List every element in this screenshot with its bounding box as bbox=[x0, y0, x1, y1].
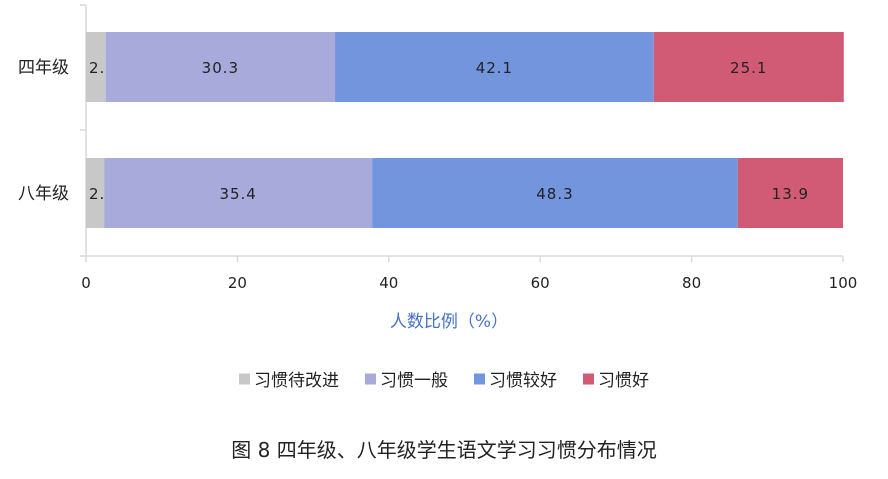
category-label: 四年级 bbox=[18, 58, 69, 78]
figure-caption: 图 8 四年级、八年级学生语文学习习惯分布情况 bbox=[231, 438, 657, 462]
data-label: 42.1 bbox=[476, 59, 513, 77]
x-tick-label: 100 bbox=[829, 274, 858, 292]
bar-segment bbox=[737, 158, 843, 228]
legend-label: 习惯待改进 bbox=[254, 371, 339, 391]
x-axis-ticks: 0 20 40 60 80 100 bbox=[81, 256, 857, 292]
x-axis-title: 人数比例（%） bbox=[390, 312, 508, 332]
x-tick-label: 20 bbox=[228, 274, 247, 292]
bar-segment bbox=[335, 32, 654, 102]
category-label: 八年级 bbox=[18, 184, 69, 204]
data-label: 13.9 bbox=[772, 185, 809, 203]
bar-segment bbox=[86, 158, 105, 228]
data-label: 48.3 bbox=[536, 185, 573, 203]
legend-swatch bbox=[474, 373, 485, 385]
bar-segment bbox=[86, 32, 106, 102]
legend-swatch bbox=[583, 373, 594, 385]
bar-segment bbox=[372, 158, 738, 228]
legend-swatch bbox=[239, 373, 250, 385]
bar-segment bbox=[104, 158, 373, 228]
legend-label: 习惯好 bbox=[598, 371, 649, 391]
legend-label: 习惯一般 bbox=[380, 371, 448, 391]
x-tick-label: 80 bbox=[682, 274, 701, 292]
legend-item: 习惯较好 bbox=[474, 371, 557, 391]
bar-segment bbox=[105, 32, 336, 102]
plot-area: 2.6 30.3 42.1 25.12.4 35.4 48.3 13.9 bbox=[80, 4, 844, 257]
legend: 习惯待改进 习惯一般 习惯较好 习惯好 bbox=[239, 371, 649, 391]
x-tick-label: 60 bbox=[531, 274, 550, 292]
bar-segment bbox=[653, 32, 844, 102]
legend-label: 习惯较好 bbox=[489, 371, 557, 391]
legend-item: 习惯好 bbox=[583, 371, 649, 391]
x-tick-label: 40 bbox=[379, 274, 398, 292]
legend-item: 习惯一般 bbox=[365, 371, 448, 391]
data-label: 35.4 bbox=[219, 185, 256, 203]
legend-swatch bbox=[365, 373, 376, 385]
data-label: 25.1 bbox=[730, 59, 767, 77]
legend-item: 习惯待改进 bbox=[239, 371, 339, 391]
data-label: 30.3 bbox=[202, 59, 239, 77]
x-tick-label: 0 bbox=[81, 274, 91, 292]
